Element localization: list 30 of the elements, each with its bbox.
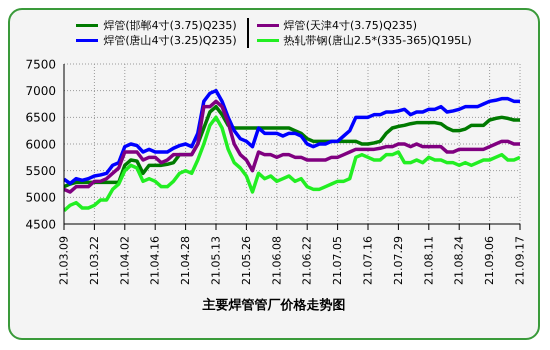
y-tick-label: 7000 bbox=[25, 84, 56, 98]
y-tick-label: 6500 bbox=[25, 110, 56, 125]
text: 主要焊管管厂价格走势图 bbox=[202, 296, 346, 314]
legend-label: 焊管(天津4寸(3.75)Q235) bbox=[284, 18, 418, 33]
line-series bbox=[64, 88, 520, 186]
x-tick-label: 21.03.09 bbox=[58, 236, 70, 285]
x-tick-label: 21.07.29 bbox=[392, 236, 405, 285]
y-tick-label: 5500 bbox=[25, 164, 56, 178]
y-tick-label: 5000 bbox=[25, 190, 56, 205]
x-tick-label: 21.09.06 bbox=[483, 236, 496, 285]
y-tick-label: 6000 bbox=[25, 137, 56, 152]
x-tick-label: 21.08.11 bbox=[422, 236, 436, 285]
x-tick-label: 21.09.17 bbox=[514, 236, 526, 285]
x-tick-label: 21.07.05 bbox=[331, 236, 344, 285]
x-tick-label: 21.04.16 bbox=[148, 236, 162, 285]
x-tick-label: 21.07.16 bbox=[362, 236, 374, 285]
legend-label: 焊管(邯郸4寸(3.75)Q235) bbox=[103, 18, 237, 33]
y-tick-label: 7500 bbox=[25, 57, 56, 72]
x-tick-label: 21.06.08 bbox=[270, 236, 284, 285]
x-tick-label: 21.06.22 bbox=[300, 236, 314, 285]
legend-label: 热轧带钢(唐山2.5*(335-365)Q195L) bbox=[284, 33, 472, 48]
x-tick-label: 21.04.02 bbox=[118, 236, 132, 285]
x-tick-label: 21.03.22 bbox=[88, 236, 101, 285]
x-tick-label: 21.05.26 bbox=[240, 236, 253, 285]
legend-label: 焊管(唐山4寸(3.25)Q235) bbox=[103, 33, 237, 48]
x-tick-label: 21.08.24 bbox=[452, 236, 466, 285]
x-tick-label: 21.04.28 bbox=[179, 236, 192, 285]
x-tick-label: 21.05.13 bbox=[210, 236, 222, 285]
y-tick-label: 4500 bbox=[25, 217, 56, 232]
line-series bbox=[64, 116, 520, 212]
